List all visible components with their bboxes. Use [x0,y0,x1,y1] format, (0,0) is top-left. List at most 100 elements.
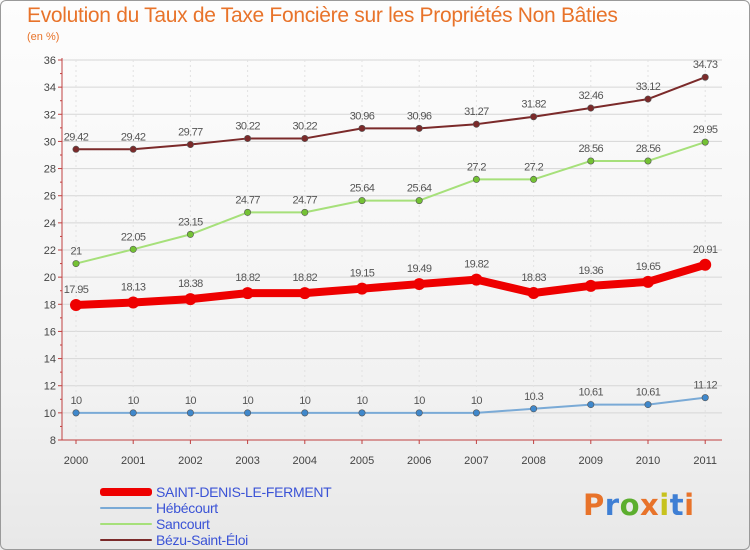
y-tick-label: 14 [44,354,56,366]
data-label: 24.77 [293,194,318,206]
data-point [644,95,652,103]
data-label: 19.65 [636,261,661,273]
logo-letter: x [640,488,660,522]
data-point [129,245,137,253]
data-point [530,405,538,413]
chart-title: Evolution du Taux de Taxe Foncière sur l… [27,4,618,27]
series-line [75,396,707,414]
y-tick-label: 16 [44,326,56,338]
data-label: 10 [299,395,311,407]
data-point [129,409,137,417]
legend-swatch [100,488,152,496]
data-point [72,409,80,417]
data-point [301,208,309,216]
data-label: 29.95 [693,124,718,136]
y-tick-label: 18 [44,299,56,311]
data-label: 33.12 [636,81,661,93]
data-label: 22.05 [121,231,146,243]
data-point [356,282,368,295]
data-point [527,287,540,300]
data-point [358,409,366,417]
data-point [642,275,654,288]
logo-letter: r [604,488,620,522]
data-label: 11.12 [693,380,717,392]
y-tick-label: 8 [50,435,56,447]
y-tick-label: 24 [44,218,56,230]
data-label: 30.22 [293,120,318,132]
data-label: 34.73 [693,59,718,71]
y-tick-label: 10 [44,408,56,420]
data-point [244,208,252,216]
data-label: 10 [414,395,426,407]
logo-letter: t [669,488,685,522]
data-label: 29.42 [64,131,89,143]
data-label: 25.64 [407,183,432,195]
y-tick-label: 22 [44,245,56,257]
logo-letter: P [583,488,605,522]
x-tick-label: 2011 [693,455,717,467]
data-point [72,260,80,268]
series-line [75,141,707,265]
legend-item: SAINT-DENIS-LE-FERMENT [100,484,420,500]
logo-letter: i [659,488,670,522]
data-label: 18.13 [121,282,146,294]
legend-label: SAINT-DENIS-LE-FERMENT [156,484,332,500]
legend-item: Sancourt [100,516,420,532]
data-label: 28.56 [636,143,661,155]
data-label: 30.96 [407,110,432,122]
legend-item: Hébécourt [100,500,420,516]
data-point [129,145,137,153]
data-point [587,157,595,165]
data-point [301,409,309,417]
proxiti-logo: Proxiti [583,488,695,522]
data-point [186,409,194,417]
legend-item: Bézu-Saint-Éloi [100,532,420,548]
data-label: 18.38 [178,278,203,290]
legend-swatch [100,507,152,509]
legend-label: Hébécourt [156,500,218,516]
data-label: 30.22 [235,120,260,132]
x-tick-label: 2000 [64,455,88,467]
data-point [184,293,197,306]
y-tick-label: 36 [44,55,56,67]
x-tick-label: 2007 [464,455,488,467]
data-label: 18.82 [293,272,318,284]
data-point [701,73,709,81]
data-label: 31.27 [464,106,489,118]
data-label: 27.2 [467,161,486,173]
y-tick-label: 34 [44,82,56,94]
data-point [587,401,595,409]
data-point [530,175,538,183]
data-point [644,401,652,409]
data-label: 10 [471,395,483,407]
data-label: 25.64 [350,183,375,195]
data-label: 19.36 [579,265,604,277]
x-tick-label: 2009 [579,455,603,467]
data-point [415,124,423,132]
data-point [413,278,426,291]
logo-letter: o [619,488,641,522]
data-label: 19.15 [350,268,375,280]
data-label: 20.91 [693,244,718,256]
data-point [701,394,709,402]
data-label: 10 [185,395,197,407]
data-point [301,134,309,142]
data-label: 10 [70,395,82,407]
data-label: 19.82 [464,259,489,271]
data-point [70,298,82,311]
logo-letter: i [684,488,695,522]
x-tick-label: 2002 [178,455,202,467]
y-tick-label: 28 [44,164,56,176]
data-label: 30.96 [350,110,375,122]
data-point [244,134,252,142]
y-tick-label: 30 [44,136,56,148]
data-label: 31.82 [521,99,546,111]
legend: SAINT-DENIS-LE-FERMENT Hébécourt Sancour… [100,484,420,548]
data-label: 18.82 [235,272,260,284]
data-point [530,113,538,121]
series-line [75,76,707,151]
legend-label: Bézu-Saint-Éloi [156,532,248,548]
data-point [701,138,709,146]
x-tick-label: 2001 [121,455,145,467]
